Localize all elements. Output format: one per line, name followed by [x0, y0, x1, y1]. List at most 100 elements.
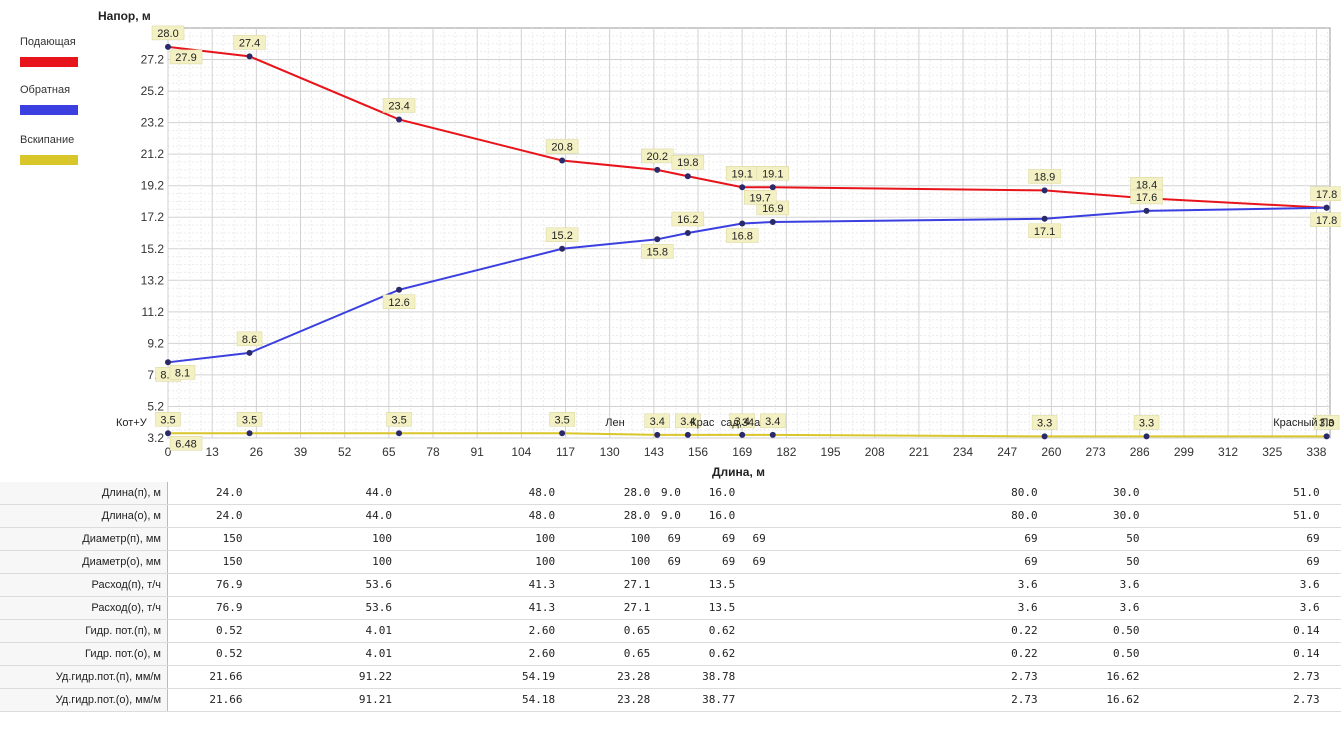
- data-label-1: 16.8: [731, 231, 752, 243]
- data-label-bg: [233, 35, 266, 50]
- x-tick-label: 325: [1262, 445, 1282, 459]
- table-row: Уд.гидр.пот.(п), мм/м 21.66 91.22 54.19 23.2…: [0, 665, 1341, 689]
- table-row-label: Уд.гидр.пот.(о), мм/м: [0, 688, 168, 712]
- table-row-label: Уд.гидр.пот.(п), мм/м: [0, 665, 168, 689]
- table-cell: 38.78: [702, 670, 736, 683]
- data-label-bg: [151, 25, 185, 41]
- table-cell: 0.14: [1293, 647, 1320, 660]
- table-cell: 69: [1306, 532, 1320, 545]
- series-point-1: [654, 236, 661, 243]
- station-label: Красный По: [1273, 417, 1334, 429]
- legend-label-supply: Подающая: [20, 36, 76, 48]
- table-cell: 3.6: [1017, 601, 1038, 614]
- series-point-0: [396, 116, 403, 123]
- y-tick-label: 25.2: [141, 84, 165, 98]
- x-axis-title: Длина, м: [712, 465, 765, 479]
- x-tick-label: 247: [997, 445, 1017, 459]
- table-cell: 150: [222, 555, 243, 568]
- data-label-0: 23.4: [388, 100, 409, 112]
- data-label-bg: [1028, 223, 1061, 239]
- data-label-1: 15.2: [551, 230, 572, 242]
- table-cell: 100: [630, 555, 651, 568]
- x-tick-label: 39: [294, 445, 308, 459]
- data-label-bg: [1310, 186, 1341, 202]
- table-cell: 41.3: [528, 578, 556, 591]
- table-cell: 23.28: [617, 693, 651, 706]
- table-cell: 91.22: [358, 670, 393, 683]
- y-tick-label: 15.2: [141, 242, 165, 256]
- x-axis-ticks: 0 13 26 39 52 65 78 91 104 117 130 143 156 169 182 195 2…: [165, 445, 1327, 459]
- table-cell: 3.6: [1017, 578, 1038, 591]
- table-cell: 69: [752, 555, 766, 568]
- x-tick-label: 52: [338, 445, 352, 459]
- x-tick-label: 26: [250, 445, 264, 459]
- table-row-label: Диаметр(о), мм: [0, 550, 168, 574]
- table-cell: 44.0: [365, 486, 393, 499]
- table-cell: 76.9: [216, 578, 243, 591]
- table-row-values: 21.66 91.22 54.19 23.28 38.78 2.73 16.62 2.73: [167, 665, 1341, 689]
- data-label-bg: [545, 139, 579, 154]
- series-point-1: [1143, 207, 1150, 214]
- table-cell: 0.62: [708, 624, 736, 637]
- data-label-2: 3.4: [650, 416, 665, 428]
- table-row-values: 24.0 44.0 48.0 28.0 9.0 16.0 80.0 30.0 51.0: [167, 504, 1341, 528]
- x-tick-label: 260: [1041, 445, 1061, 459]
- x-tick-label: 117: [556, 445, 575, 459]
- data-label-0: 19.8: [677, 157, 698, 169]
- table-cell: 16.0: [708, 509, 736, 522]
- series-point-0: [769, 184, 776, 191]
- data-label-bg: [169, 49, 203, 65]
- data-label-bg: [644, 413, 671, 429]
- table-cell: 16.62: [1106, 693, 1140, 706]
- data-label-2: 3.3: [1319, 417, 1334, 429]
- data-label-2: 3.4: [680, 416, 695, 428]
- table-cell: 24.0: [216, 486, 243, 499]
- table-cell: 69: [1306, 555, 1320, 568]
- data-label-2: 3.4: [735, 416, 750, 428]
- table-cell: 2.73: [1293, 693, 1320, 706]
- table-cell: 4.01: [365, 647, 393, 660]
- data-label-2: 3.5: [160, 414, 175, 426]
- data-label-bg: [1310, 212, 1341, 228]
- table-cell: 28.0: [623, 509, 651, 522]
- data-label-2: 3.5: [554, 414, 569, 426]
- series-point-2: [396, 430, 403, 437]
- x-tick-label: 221: [909, 445, 929, 459]
- table-cell: 76.9: [216, 601, 243, 614]
- x-tick-label: 13: [205, 445, 219, 459]
- legend-swatch-boiling: [20, 155, 78, 165]
- data-label-bg: [155, 412, 181, 427]
- table-row-label: Расход(о), т/ч: [0, 596, 168, 620]
- data-label-bg: [1133, 415, 1160, 430]
- y-tick-label: 3.2: [147, 431, 164, 445]
- table-cell: 9.0: [660, 509, 681, 522]
- table-row: Гидр. пот.(п), м 0.52 4.01 2.60 0.65 0.62 0.22…: [0, 619, 1341, 643]
- table-row-values: 0.52 4.01 2.60 0.65 0.62 0.22 0.50 0.14: [167, 642, 1341, 666]
- data-label-1: 12.6: [388, 297, 409, 309]
- table-cell: 16.62: [1106, 670, 1140, 683]
- table-row-label: Длина(о), м: [0, 504, 168, 528]
- station-label: сад,34а: [721, 417, 761, 429]
- table-row-values: 21.66 91.21 54.18 23.28 38.77 2.73 16.62 2.73: [167, 688, 1341, 712]
- table-cell: 50: [1126, 555, 1140, 568]
- data-label-bg: [1313, 415, 1340, 430]
- legend-swatch-return: [20, 105, 78, 115]
- series-point-1: [1041, 215, 1048, 222]
- table-cell: 50: [1126, 532, 1140, 545]
- series-point-1: [396, 286, 403, 293]
- series-point-0: [1041, 187, 1048, 194]
- series-layer: [165, 43, 1330, 440]
- series-point-1: [246, 349, 253, 356]
- table-cell: 3.6: [1119, 601, 1140, 614]
- table-cell: 2.60: [528, 647, 556, 660]
- data-label-1: 17.6: [1136, 192, 1157, 204]
- table-cell: 0.14: [1293, 624, 1320, 637]
- x-tick-label: 312: [1218, 445, 1238, 459]
- x-tick-label: 208: [865, 445, 885, 459]
- table-row: Расход(п), т/ч 76.9 53.6 41.3 27.1 13.5 3.6 3.6…: [0, 573, 1341, 597]
- table-row-values: 150 100 100 100 69 69 69 69 50 69: [167, 527, 1341, 551]
- table-row-label: Длина(п), м: [0, 482, 168, 505]
- table-cell: 48.0: [528, 509, 556, 522]
- table-row: Гидр. пот.(о), м 0.52 4.01 2.60 0.65 0.62 0.22…: [0, 642, 1341, 666]
- y-tick-label: 9.2: [147, 336, 164, 350]
